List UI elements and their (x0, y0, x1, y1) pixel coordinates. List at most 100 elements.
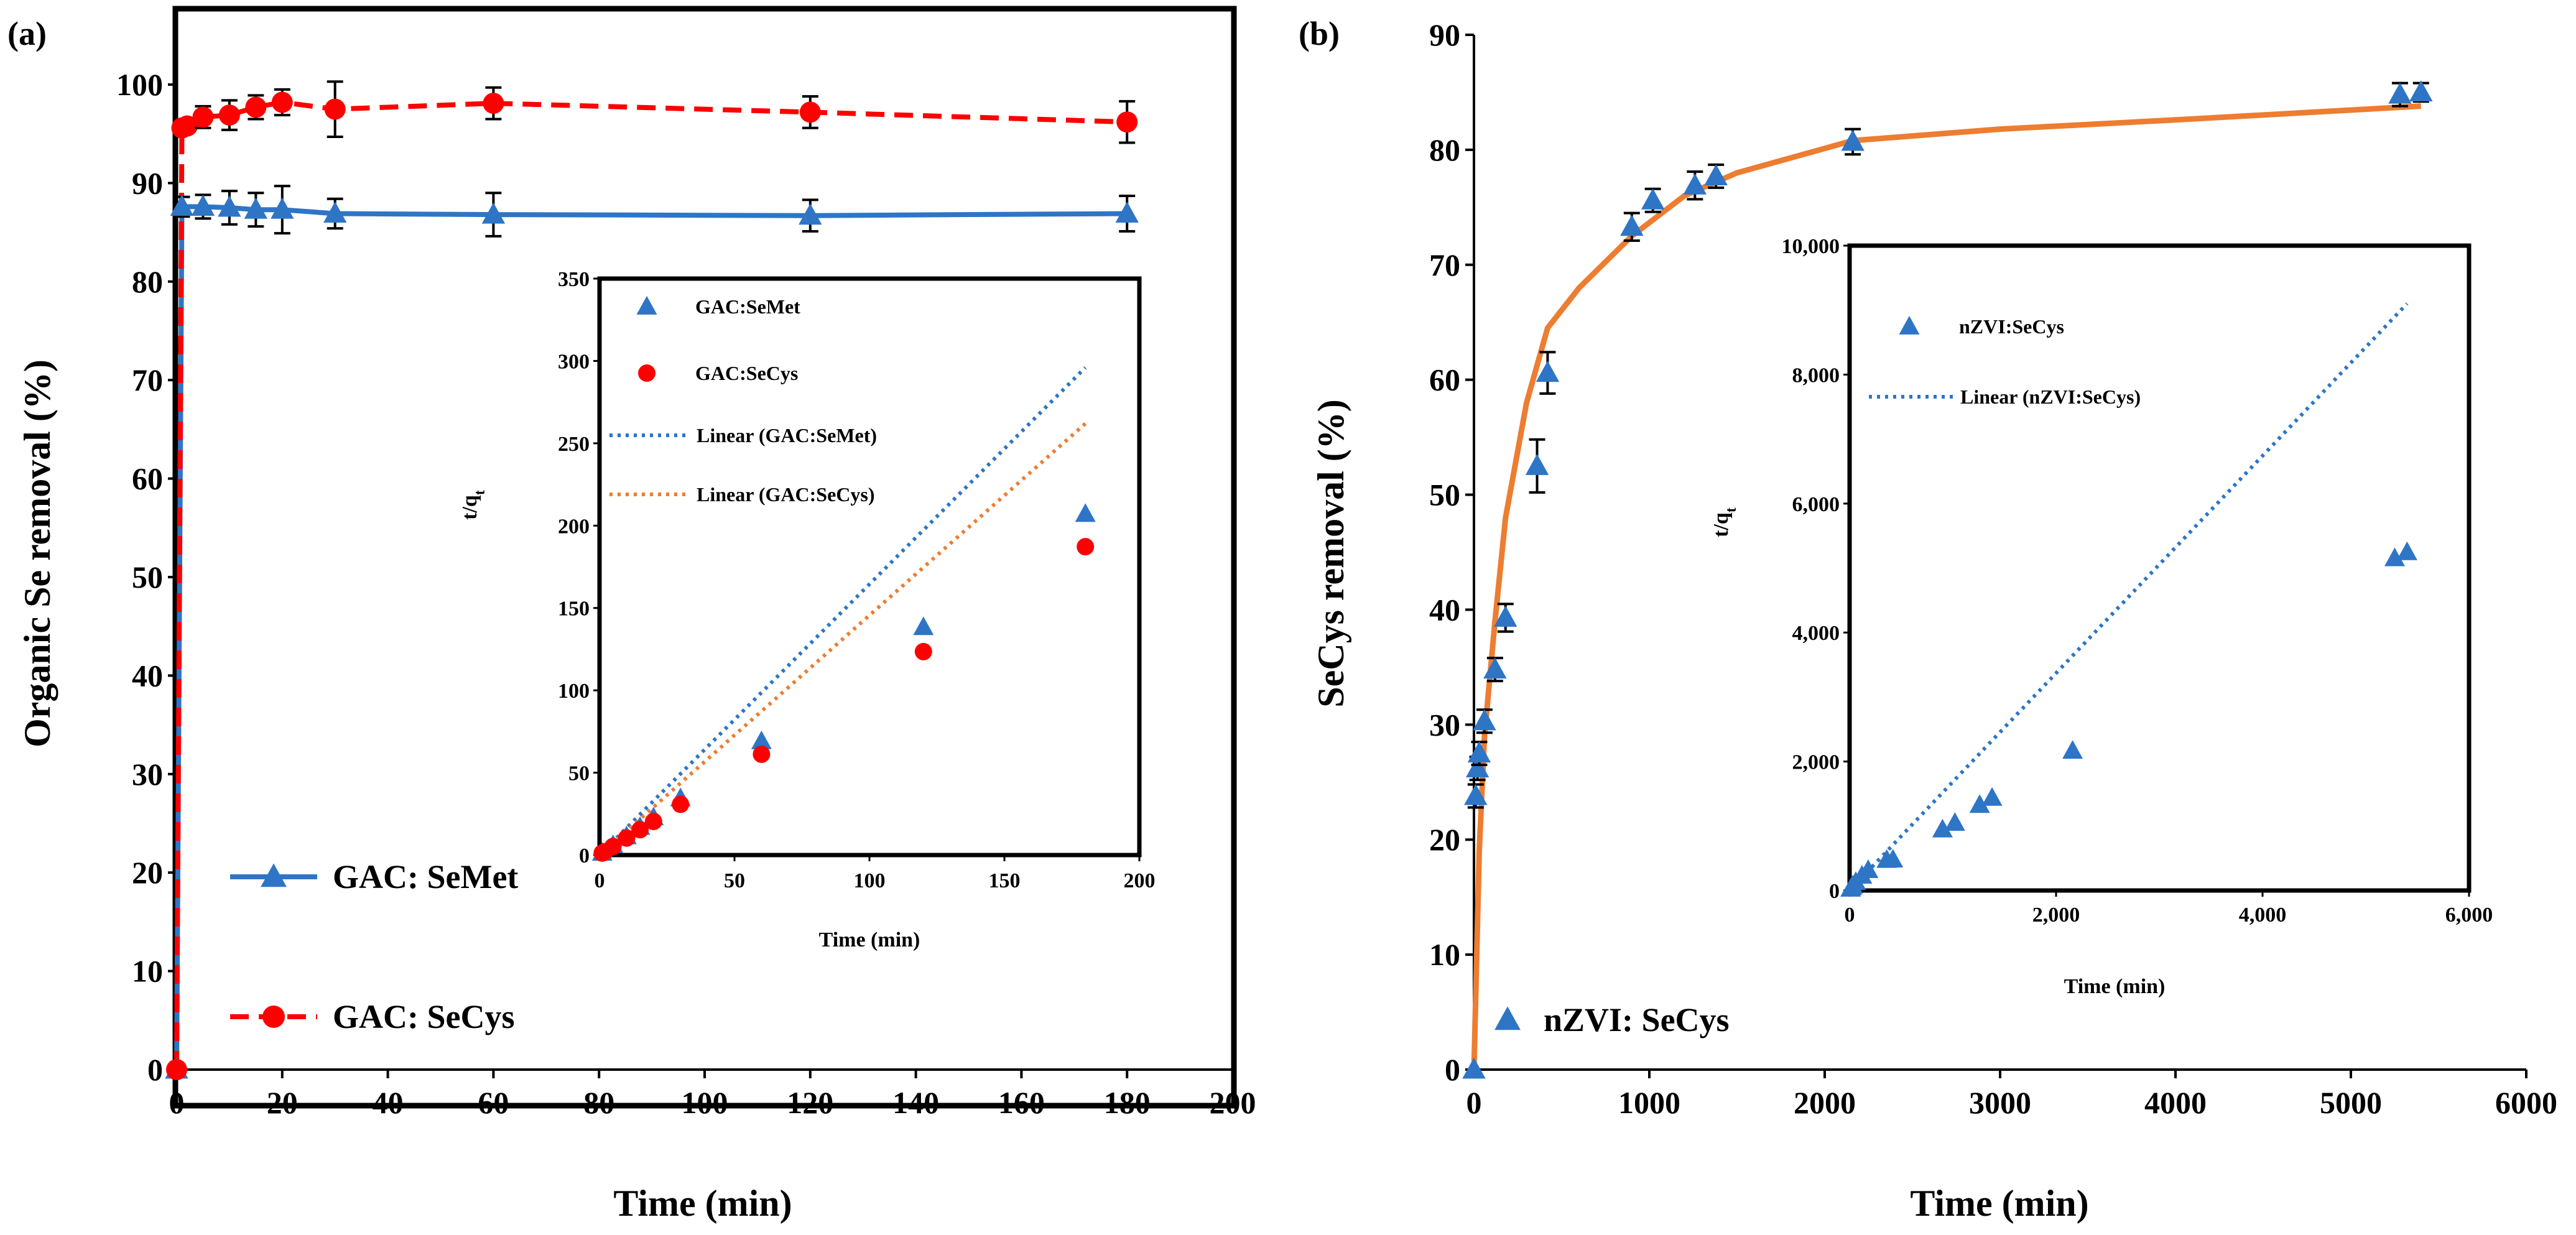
inset-point-secys (2062, 740, 2083, 759)
inset-point-secys (672, 795, 690, 813)
x-axis-title: Time (min) (613, 1183, 792, 1224)
y-tick-label: 30 (132, 757, 163, 792)
inset-legend-marker (1899, 315, 1920, 335)
inset-y-tick-label: 200 (558, 515, 590, 538)
data-point-semet (244, 197, 268, 219)
inset-point-secys (1944, 812, 1965, 831)
y-tick-label: 100 (116, 67, 163, 102)
data-point-secys (1464, 784, 1488, 805)
inset-y-tick-label: 0 (579, 844, 590, 867)
y-tick-label: 20 (1429, 822, 1460, 857)
y-tick-label: 90 (1429, 17, 1460, 52)
inset-y-tick-label: 10,000 (1782, 235, 1840, 258)
inset-point-secys (1883, 849, 1904, 868)
y-tick-label: 50 (132, 560, 163, 594)
data-point-secys (192, 106, 214, 128)
x-tick-label: 80 (583, 1085, 614, 1120)
data-point-semet (191, 195, 215, 216)
data-point-secys (1116, 111, 1138, 133)
y-tick-label: 20 (132, 855, 163, 890)
x-tick-label: 6000 (2495, 1085, 2557, 1120)
inset-x-tick-label: 6,000 (2445, 904, 2493, 927)
inset-legend-label: nZVI:SeCys (1959, 315, 2064, 338)
inset-y-axis-title: t/qt (1710, 507, 1740, 537)
data-point-secys (1467, 741, 1491, 763)
inset-x-axis-title: Time (min) (819, 928, 920, 951)
data-point-secys (2409, 80, 2433, 101)
inset-y-tick-label: 50 (568, 762, 590, 785)
data-point-secys (324, 98, 346, 120)
inset-y-tick-label: 4,000 (1792, 622, 1840, 645)
x-tick-label: 40 (373, 1085, 404, 1120)
series-line-semet (174, 204, 1128, 1070)
panel-a-chart: 0 10 20 30 40 50 60 70 80 90 100 0 20 40 60 80 100 120 140… (17, 9, 1256, 1224)
inset-point-secys (1858, 859, 1879, 878)
data-point-secys (1620, 215, 1644, 236)
data-point-secys (1841, 129, 1865, 151)
inset-point-semet (913, 616, 934, 636)
data-point-semet (799, 203, 822, 225)
x-tick-label: 20 (267, 1085, 298, 1120)
inset-legend-label: Linear (nZVI:SeCys) (1960, 386, 2141, 408)
inset-point-secys (914, 642, 932, 660)
data-point-secys (799, 101, 821, 123)
fit-curve (1471, 103, 2422, 1070)
y-tick-label: 90 (132, 165, 163, 200)
inset-point-secys (1932, 818, 1953, 838)
legend-label: nZVI: SeCys (1544, 1001, 1730, 1038)
inset-y-tick-label: 6,000 (1792, 493, 1840, 516)
legend-label: GAC: SeMet (333, 858, 518, 895)
inset-point-secys (1969, 794, 1990, 813)
data-point-secys (1462, 1057, 1486, 1079)
data-point-secys (1704, 164, 1728, 185)
x-tick-label: 2000 (1794, 1085, 1856, 1120)
data-point-secys (1536, 361, 1560, 382)
inset-y-tick-label: 0 (1829, 880, 1840, 903)
data-point-secys (1483, 657, 1507, 679)
inset-y-tick-label: 350 (558, 268, 590, 291)
data-point-secys (1641, 188, 1665, 210)
inset-y-tick-label: 300 (558, 350, 590, 373)
x-tick-label: 4000 (2144, 1085, 2207, 1120)
y-tick-label: 70 (1429, 247, 1460, 282)
inset-legend-label: GAC:SeMet (695, 295, 800, 318)
y-tick-label: 60 (1429, 363, 1460, 397)
data-point-secys (2388, 82, 2412, 104)
data-point-semet (323, 201, 347, 223)
y-axis-title: SeCys removal (%) (1310, 399, 1351, 707)
legend-label: GAC: SeCys (333, 998, 515, 1035)
x-tick-label: 0 (1466, 1085, 1482, 1120)
inset-y-tick-label: 250 (558, 433, 590, 456)
y-tick-label: 10 (1429, 937, 1460, 972)
panel-a-label: (a) (7, 15, 47, 52)
x-tick-label: 140 (892, 1085, 939, 1120)
inset-legend-marker (638, 364, 656, 382)
data-point-secys (166, 1059, 187, 1080)
inset-x-tick-label: 4,000 (2239, 904, 2287, 927)
inset-legend-marker (636, 295, 657, 315)
data-point-secys (1683, 173, 1707, 195)
y-tick-label: 0 (1445, 1052, 1460, 1087)
y-tick-label: 40 (132, 658, 163, 693)
data-point-secys (1494, 606, 1517, 627)
inset-y-tick-label: 100 (558, 680, 590, 703)
inset-point-semet (1075, 503, 1096, 522)
x-tick-label: 60 (478, 1085, 509, 1120)
inset-y-tick-label: 150 (558, 598, 590, 621)
inset-point-secys (2384, 547, 2405, 567)
y-tick-label: 80 (132, 264, 163, 299)
legend-marker-semet (261, 863, 287, 887)
y-tick-label: 60 (132, 461, 163, 496)
data-point-secys (245, 96, 267, 118)
inset-x-tick-label: 0 (1845, 904, 1855, 927)
data-point-secys (1473, 709, 1496, 731)
data-point-semet (271, 197, 294, 219)
inset-trendline-3 (598, 422, 1087, 857)
inset-point-secys (753, 745, 771, 763)
x-tick-label: 5000 (2320, 1085, 2382, 1120)
x-tick-label: 100 (682, 1085, 728, 1120)
y-tick-label: 50 (1429, 478, 1460, 512)
data-point-semet (1115, 201, 1139, 223)
y-tick-label: 30 (1429, 707, 1460, 742)
